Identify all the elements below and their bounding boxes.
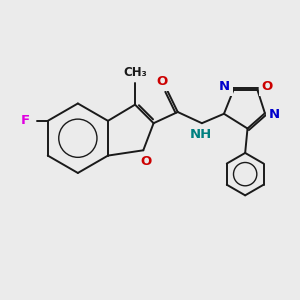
Text: N: N bbox=[219, 80, 230, 93]
Text: O: O bbox=[261, 80, 273, 93]
Text: CH₃: CH₃ bbox=[123, 66, 147, 79]
Text: O: O bbox=[140, 155, 151, 168]
Text: F: F bbox=[21, 114, 30, 127]
Text: NH: NH bbox=[189, 128, 212, 141]
Text: O: O bbox=[157, 76, 168, 88]
Text: N: N bbox=[269, 108, 280, 121]
